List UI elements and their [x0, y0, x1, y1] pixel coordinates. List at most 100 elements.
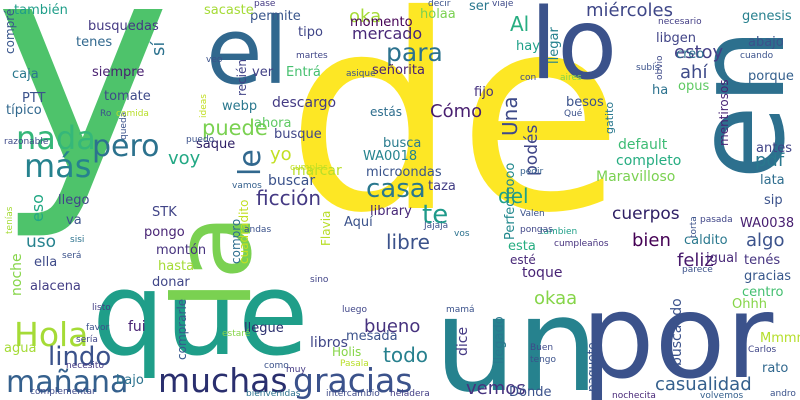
word-listo: listo [92, 303, 111, 313]
word-aqui: Aquí [344, 215, 373, 230]
word-mesada: mesada [346, 329, 398, 344]
word-obvio: obvio [655, 55, 665, 80]
word-cuerpos: cuerpos [612, 204, 680, 224]
word-webp: webp [222, 99, 258, 114]
word-llegado: llegado [492, 316, 507, 364]
word-va: va [66, 213, 82, 228]
word-estoy: estoy [674, 42, 724, 63]
word-momento: momento [350, 15, 413, 30]
word-holaa: holaa [420, 7, 456, 22]
word-ahora: ahora [254, 116, 292, 131]
word-mas: más [24, 147, 92, 185]
word-vamos: vamos [232, 181, 262, 191]
word-hola: Hola [14, 315, 89, 354]
word-perfectoooo: Perfectoooo [503, 162, 518, 240]
word-del: del [498, 184, 529, 208]
word-flavia: Flavia [319, 210, 333, 246]
word-sera: será [62, 251, 82, 261]
word-martes: martes [296, 51, 328, 61]
word-como2: como [264, 361, 289, 371]
word-tenias: tenías [5, 206, 15, 234]
word-monton: montón [156, 243, 207, 258]
word-recien: recién [235, 59, 249, 96]
word-todo: todo [383, 343, 429, 367]
word-libros: libros [310, 335, 348, 351]
word-tenes: tenes [76, 35, 113, 50]
word-andas: andas [244, 225, 272, 235]
word-heladera: heladera [390, 389, 430, 399]
word-mentirosos: mentirosos [717, 79, 731, 146]
word-ro: Ro [100, 109, 112, 119]
word-comprarle: comprarle [175, 298, 189, 360]
word-tambien2: tambien [540, 227, 578, 237]
word-hay: hay [516, 39, 540, 54]
word-okaa: okaa [534, 288, 578, 309]
word-pongas: pongas [520, 225, 553, 235]
word-algo: algo [746, 230, 785, 251]
word-pdf: pdf [755, 150, 785, 171]
word-besos: besos [566, 95, 604, 110]
word-tipo: tipo [298, 25, 323, 40]
word-pero: pero [92, 129, 160, 164]
word-parece: parece [682, 265, 713, 275]
word-de: de [286, 0, 624, 272]
word-favor: favor [86, 323, 110, 333]
word-torta: torta [689, 216, 699, 238]
word-permite: permite [250, 9, 301, 24]
word-voy: voy [168, 148, 201, 169]
word-alacena: alacena [30, 279, 81, 294]
word-si: sí [148, 41, 169, 56]
word-le: le [233, 149, 268, 176]
word-agua: agua [4, 341, 37, 356]
word-cumpleanos: cumpleaños [554, 239, 609, 249]
word-puedo: puedo [186, 135, 215, 145]
word-el: el [206, 0, 289, 105]
word-sisi: sisi [70, 235, 85, 245]
word-tomate: tomate [104, 89, 151, 104]
word-bueno: bueno [364, 316, 421, 337]
word-vos: vos [454, 229, 470, 239]
word-busca: busca [383, 136, 422, 151]
word-cuando: cuando [740, 51, 774, 61]
word-esta: esta [508, 239, 536, 254]
word-ahi: ahí [680, 62, 708, 83]
word-sacaste: sacaste [204, 3, 254, 18]
word-dice: dice [455, 326, 471, 356]
word-rato: rato [762, 361, 789, 376]
word-opus: opus [678, 79, 710, 94]
word-viaje: viaje [492, 0, 514, 9]
word-vemos: vemos [466, 378, 526, 399]
word-wa0018: WA0018 [363, 149, 418, 164]
word-llegue: llegue [244, 321, 284, 336]
word-un: un [434, 269, 599, 400]
word-ver: ver [252, 65, 274, 80]
word-ha: ha [652, 83, 669, 98]
word-mmmm: Mmmm [760, 331, 800, 346]
word-aires: aires [560, 73, 582, 83]
word-pasada: pasada [700, 215, 733, 225]
word-jajaja: Jajaja [424, 221, 449, 231]
word-razonable: razonable [4, 137, 49, 147]
word-saque: saque [196, 137, 236, 152]
word-noche: noche [9, 253, 25, 296]
word-entra: Entrá [286, 65, 321, 80]
word-que2: Qué [564, 109, 583, 119]
word-muchas: muchas [158, 361, 288, 400]
word-yo: yo [270, 144, 292, 165]
word-bajo: bajo [116, 373, 144, 388]
word-oka: oka [349, 6, 382, 27]
word-cumplas: cumplas [290, 163, 328, 173]
word-necesario: necesario [658, 17, 702, 27]
word-siempre: siempre [92, 65, 145, 80]
word-luego: luego [342, 305, 367, 315]
word-al: Al [510, 12, 530, 36]
word-ser: ser [469, 0, 490, 14]
word-libre: libre [386, 230, 430, 254]
word-ideas: ideas [199, 94, 209, 118]
word-ohhh: Ohhh [732, 297, 767, 312]
word-marcar: marcar [292, 163, 342, 179]
word-estare: estaré [222, 329, 251, 339]
word-wa0038: WA0038 [740, 216, 795, 231]
word-gracias: gracias [293, 361, 413, 400]
